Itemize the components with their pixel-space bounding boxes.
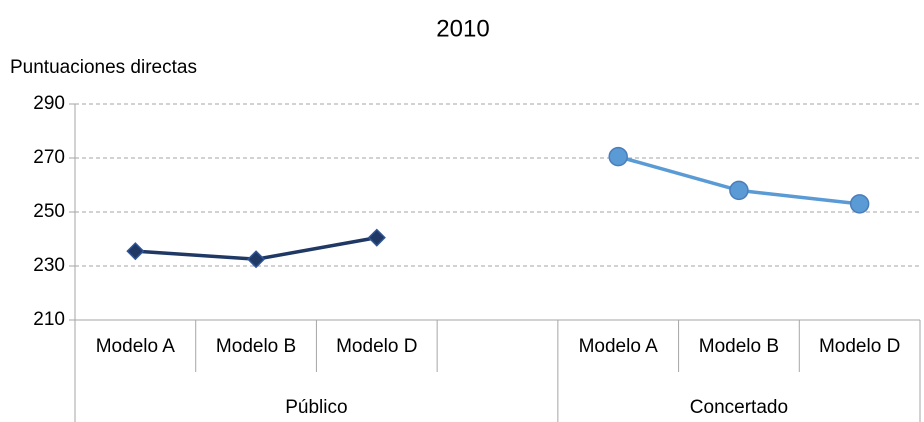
x-tick-label: Modelo A [96, 336, 176, 357]
x-tick-label: Modelo B [699, 336, 779, 357]
chart-title: 2010 [436, 15, 489, 42]
y-tick-label: 250 [33, 201, 65, 222]
marker [247, 250, 266, 269]
x-tick-label: Modelo A [579, 336, 659, 357]
x-tick-label: Modelo D [819, 336, 900, 357]
y-tick-label: 230 [33, 255, 65, 276]
x-tick-label: Modelo B [216, 336, 296, 357]
marker [367, 228, 386, 247]
y-tick-label: 290 [33, 93, 65, 114]
marker [126, 242, 145, 261]
marker [729, 180, 749, 201]
group-label: Concertado [690, 397, 788, 418]
marker [849, 194, 870, 214]
y-tick-label: 210 [33, 309, 65, 330]
y-tick-label: 270 [33, 147, 65, 168]
y-axis-label: Puntuaciones directas [10, 57, 197, 78]
group-label: Público [285, 397, 347, 418]
marker [608, 146, 628, 167]
x-tick-label: Modelo D [336, 336, 417, 357]
